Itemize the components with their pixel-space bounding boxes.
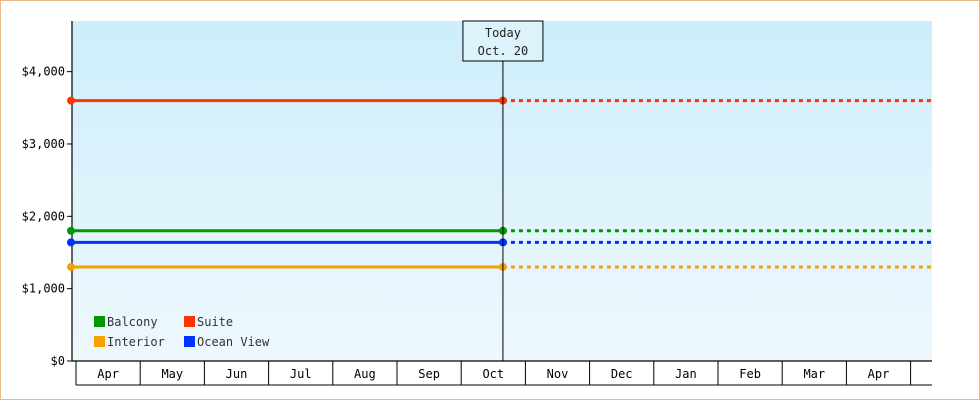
month-label: Aug [354, 367, 376, 381]
legend-swatch [94, 316, 105, 327]
plot-background [72, 21, 932, 361]
series-start-point [67, 96, 75, 105]
series-start-point [67, 226, 75, 235]
today-date: Oct. 20 [478, 44, 529, 58]
legend-item: Interior [94, 335, 165, 349]
month-label: Jul [290, 367, 312, 381]
today-box [462, 20, 544, 62]
legend-item: Ocean View [184, 335, 270, 349]
legend-item: Balcony [94, 315, 158, 329]
y-tick-label: $2,000 [22, 209, 65, 223]
series-start-point [67, 262, 75, 271]
y-tick-label: $0 [51, 354, 65, 368]
legend-swatch [94, 336, 105, 347]
month-label: Mar [803, 367, 825, 381]
today-marker: Today Oct. 20 [462, 20, 544, 361]
month-label: Oct [482, 367, 504, 381]
legend: Balcony Suite Interior Ocean View [94, 315, 270, 349]
month-label: Nov [547, 367, 569, 381]
legend-label: Suite [197, 315, 233, 329]
legend-swatch [184, 336, 195, 347]
today-label: Today [485, 26, 521, 40]
series-balcony [67, 226, 932, 235]
legend-label: Balcony [107, 315, 158, 329]
month-label: Dec [611, 367, 633, 381]
y-axis: $0 $1,000 $2,000 $3,000 $4,000 [22, 21, 73, 368]
month-label: May [161, 367, 183, 381]
x-axis: Apr May Jun Jul Aug Sep Oct Nov Dec Jan Feb Mar Apr [72, 360, 932, 386]
month-label: Jun [226, 367, 248, 381]
month-label: Jan [675, 367, 697, 381]
y-tick-label: $4,000 [22, 65, 65, 79]
legend-label: Ocean View [197, 335, 270, 349]
month-label: Feb [739, 367, 761, 381]
legend-swatch [184, 316, 195, 327]
legend-item: Suite [184, 315, 233, 329]
y-tick-label: $1,000 [22, 282, 65, 296]
month-label: Sep [418, 367, 440, 381]
legend-label: Interior [107, 335, 165, 349]
month-label: Apr [868, 367, 890, 381]
month-label: Apr [97, 367, 119, 381]
series-start-point [67, 238, 75, 247]
y-tick-label: $3,000 [22, 137, 65, 151]
